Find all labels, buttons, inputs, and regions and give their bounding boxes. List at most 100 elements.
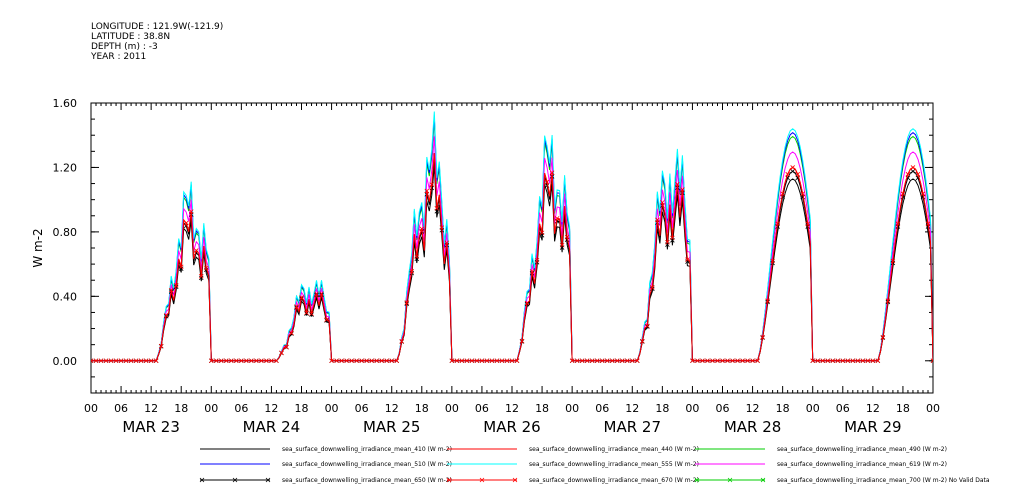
- series-marker-7: [434, 206, 440, 211]
- series-marker-7: [214, 358, 219, 364]
- series-marker-7: [319, 291, 324, 296]
- series-marker-7: [399, 338, 405, 344]
- series-marker-6: [309, 312, 314, 317]
- series-marker-7: [264, 358, 269, 364]
- series-marker-7: [454, 358, 460, 364]
- series-marker-7: [219, 358, 224, 364]
- x-tick-label: 12: [264, 402, 278, 415]
- x-tick-label: 12: [385, 402, 399, 415]
- series-marker-7: [609, 358, 615, 364]
- header-latitude: LATITUDE : 38.8N: [91, 32, 171, 42]
- x-day-label: MAR 25: [363, 418, 420, 436]
- series-marker-7: [279, 350, 284, 356]
- series-marker-7: [840, 358, 846, 364]
- series-marker-7: [444, 240, 450, 246]
- series-marker-7: [880, 334, 886, 340]
- series-marker-7: [865, 358, 871, 364]
- series-marker-7: [329, 358, 334, 364]
- legend-entry-label: sea_surface_downwelling_irradiance_mean_…: [529, 446, 699, 453]
- series-marker-7: [354, 358, 359, 364]
- series-marker-7: [524, 300, 530, 306]
- series-marker-7: [314, 291, 319, 297]
- series-marker-7: [910, 165, 916, 170]
- series-marker-7: [183, 220, 189, 226]
- x-tick-label: 00: [685, 402, 699, 415]
- y-tick-label: 1.20: [53, 161, 78, 174]
- series-marker-7: [579, 358, 585, 364]
- series-marker-7: [760, 334, 765, 340]
- series-marker-7: [830, 358, 836, 364]
- series-marker-6: [198, 275, 204, 281]
- series-marker-7: [244, 358, 249, 364]
- header-depth: DEPTH (m) : -3: [91, 42, 158, 52]
- series-marker-7: [494, 358, 500, 364]
- series-marker-7: [479, 358, 485, 364]
- series-marker-7: [815, 358, 821, 364]
- series-line-2: [91, 119, 933, 362]
- series-marker-7: [695, 358, 700, 364]
- series-marker-6: [429, 185, 435, 191]
- series-marker-7: [715, 358, 720, 364]
- series-marker-7: [710, 358, 715, 364]
- series-marker-7: [474, 358, 480, 364]
- series-marker-7: [299, 295, 304, 300]
- series-line-4: [91, 111, 933, 362]
- legend-entry-label: sea_surface_downwelling_irradiance_mean_…: [282, 461, 452, 468]
- legend-marker: [694, 477, 700, 483]
- series-marker-7: [624, 358, 630, 364]
- series-marker-7: [163, 313, 169, 318]
- x-tick-label: 18: [535, 402, 549, 415]
- y-tick-label: 0.80: [53, 226, 78, 239]
- y-axis-label: W m-2: [31, 228, 45, 267]
- series-line-7: [91, 152, 933, 362]
- series-marker-7: [740, 358, 745, 364]
- x-tick-label: 12: [746, 402, 760, 415]
- series-marker-7: [324, 317, 329, 322]
- series-marker-7: [193, 248, 199, 253]
- series-marker-7: [384, 358, 389, 364]
- series-marker-7: [720, 358, 725, 364]
- series-marker-7: [509, 358, 515, 364]
- legend-entry-label: sea_surface_downwelling_irradiance_mean_…: [529, 461, 699, 468]
- series-marker-7: [108, 358, 114, 364]
- series-marker-7: [675, 181, 680, 187]
- series-marker-7: [820, 358, 826, 364]
- series-marker-7: [860, 358, 866, 364]
- series-marker-7: [259, 358, 264, 364]
- series-marker-7: [234, 358, 239, 364]
- series-marker-7: [650, 285, 655, 290]
- series-marker-7: [795, 171, 800, 177]
- series-marker-7: [845, 358, 851, 364]
- series-marker-7: [925, 221, 931, 227]
- x-tick-label: 06: [836, 402, 850, 415]
- series-marker-7: [429, 182, 435, 187]
- legend-entry-label: sea_surface_downwelling_irradiance_mean_…: [777, 446, 947, 453]
- series-marker-7: [469, 358, 475, 364]
- series-marker-7: [419, 226, 425, 232]
- plot-frame: [90, 102, 934, 394]
- series-marker-7: [534, 257, 540, 263]
- legend-marker: [265, 477, 271, 483]
- series-marker-7: [459, 358, 465, 364]
- series-marker-6: [324, 318, 329, 323]
- series-marker-7: [589, 358, 595, 364]
- x-tick-label: 00: [565, 402, 579, 415]
- x-tick-label: 00: [325, 402, 339, 415]
- series-marker-7: [915, 171, 921, 177]
- y-tick-label: 0.00: [53, 355, 78, 368]
- series-marker-7: [389, 358, 394, 364]
- series-marker-7: [775, 221, 780, 227]
- series-marker-7: [224, 358, 229, 364]
- series-marker-6: [910, 169, 916, 174]
- series-marker-7: [685, 257, 690, 262]
- series-marker-6: [414, 256, 420, 262]
- series-marker-7: [549, 170, 555, 175]
- x-tick-label: 18: [415, 402, 429, 415]
- x-tick-label: 12: [625, 402, 639, 415]
- series-marker-7: [188, 209, 194, 214]
- series-marker-7: [700, 358, 705, 364]
- series-marker-7: [379, 358, 384, 364]
- series-marker-7: [123, 358, 129, 364]
- series-marker-7: [885, 298, 891, 303]
